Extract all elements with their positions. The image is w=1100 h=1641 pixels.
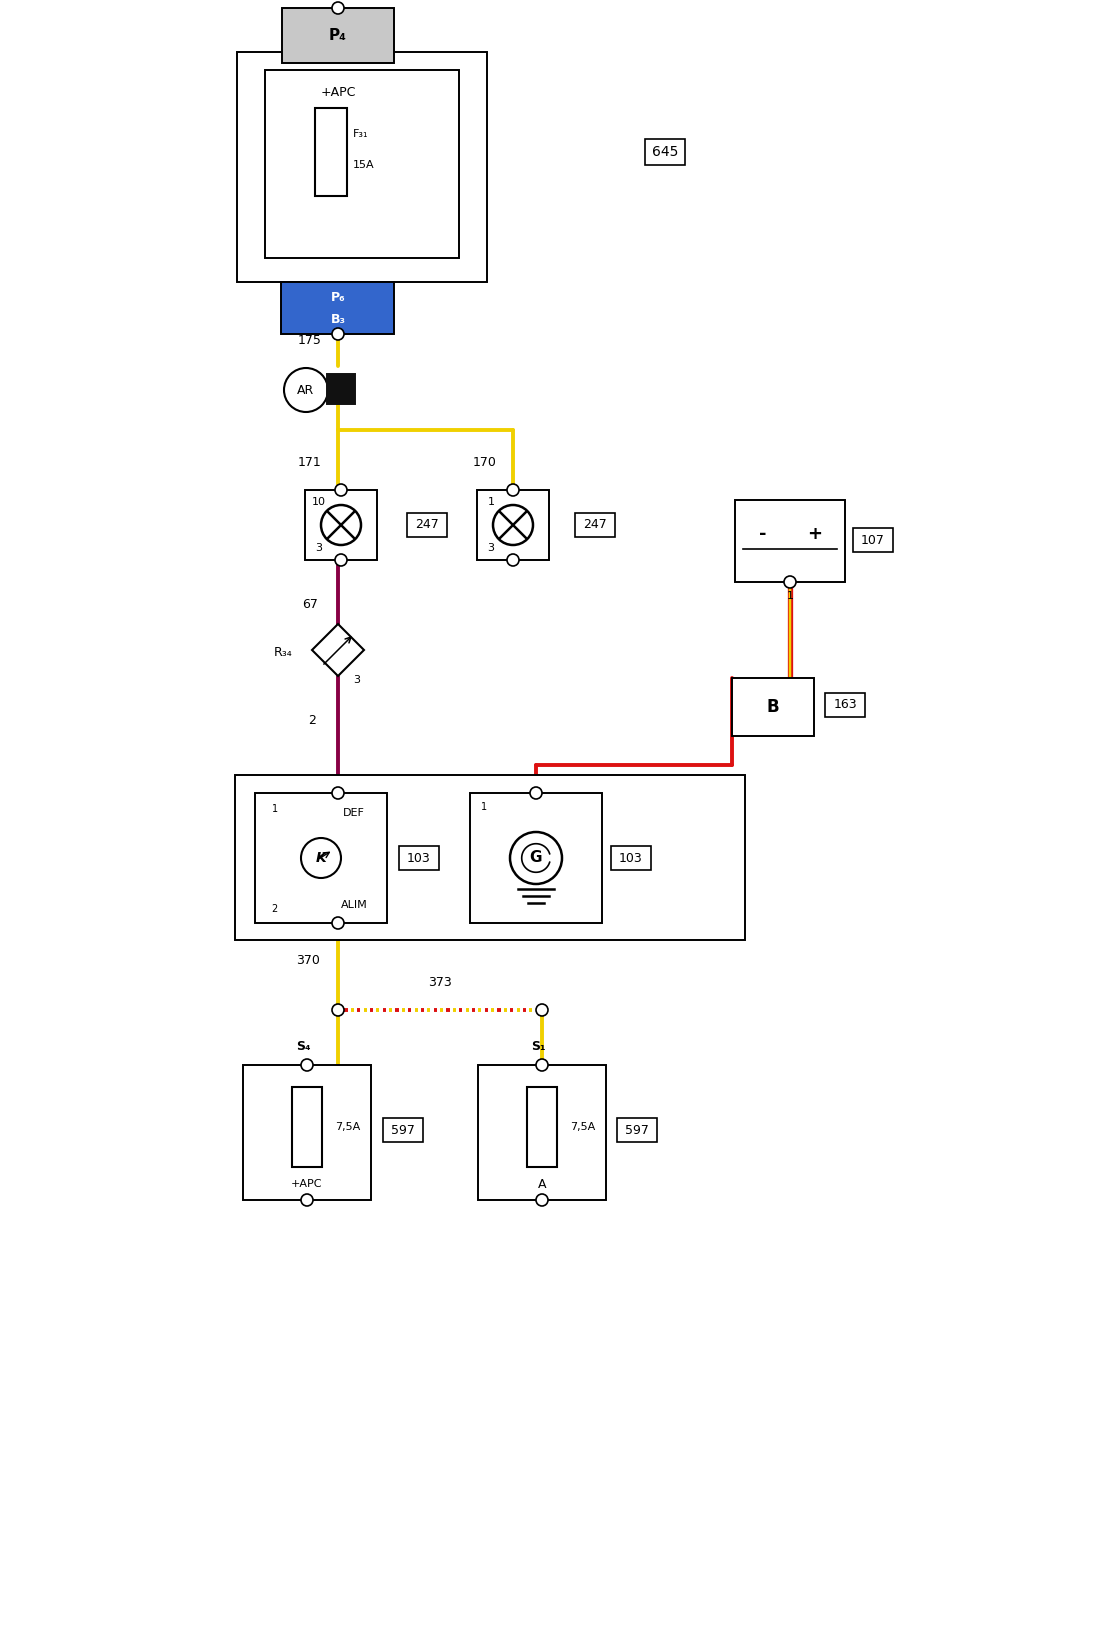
Text: P₆: P₆ (331, 290, 345, 304)
Text: 3: 3 (487, 543, 495, 553)
Bar (399, 845, 439, 870)
Circle shape (332, 2, 344, 15)
Text: B₃: B₃ (330, 313, 345, 327)
Bar (236, 53, 487, 282)
Text: 7,5A: 7,5A (336, 1122, 361, 1132)
Circle shape (332, 788, 344, 799)
Circle shape (493, 505, 534, 545)
Bar (825, 693, 865, 717)
Bar (383, 1118, 422, 1142)
Text: 163: 163 (833, 699, 857, 712)
Circle shape (507, 484, 519, 496)
Circle shape (301, 839, 341, 878)
Bar (282, 8, 394, 62)
Text: G: G (530, 850, 542, 865)
Bar (243, 1065, 371, 1200)
Circle shape (536, 1058, 548, 1072)
Text: DEF: DEF (343, 807, 365, 817)
Text: ALIM: ALIM (341, 899, 367, 911)
Bar (854, 528, 893, 551)
Circle shape (321, 505, 361, 545)
Text: 107: 107 (861, 533, 884, 546)
Text: AR: AR (297, 384, 315, 397)
Text: 103: 103 (619, 852, 642, 865)
Circle shape (336, 555, 346, 566)
Bar (617, 1118, 657, 1142)
Text: K: K (316, 852, 327, 865)
Circle shape (336, 484, 346, 496)
Text: 15A: 15A (353, 161, 375, 171)
Text: 1: 1 (272, 804, 278, 814)
Circle shape (332, 917, 344, 929)
Circle shape (530, 788, 542, 799)
Bar (292, 1086, 322, 1167)
Circle shape (784, 576, 796, 587)
Circle shape (332, 328, 344, 340)
Text: 373: 373 (428, 975, 452, 988)
Text: A: A (538, 1178, 547, 1190)
Text: +: + (806, 525, 822, 543)
Polygon shape (312, 624, 364, 676)
Text: 175: 175 (298, 333, 322, 346)
Text: 2: 2 (308, 714, 316, 727)
Circle shape (536, 1195, 548, 1206)
Text: 370: 370 (296, 953, 320, 967)
Text: R₃₄: R₃₄ (274, 645, 293, 658)
Bar (470, 793, 602, 922)
Text: 103: 103 (407, 852, 431, 865)
Text: 2: 2 (272, 904, 278, 914)
Bar (235, 775, 745, 940)
Text: F₃₁: F₃₁ (353, 130, 369, 139)
Text: +APC: +APC (292, 1178, 322, 1190)
Text: 67: 67 (302, 599, 318, 612)
Circle shape (510, 832, 562, 884)
Text: 597: 597 (625, 1124, 649, 1137)
Text: 3: 3 (316, 543, 322, 553)
Text: 10: 10 (312, 497, 326, 507)
Text: 7,5A: 7,5A (570, 1122, 595, 1132)
Bar (280, 282, 394, 335)
Bar (255, 793, 387, 922)
Text: S₁: S₁ (530, 1040, 546, 1054)
Text: +APC: +APC (320, 85, 355, 98)
Bar (646, 139, 684, 166)
Text: 171: 171 (298, 456, 322, 468)
Text: 1: 1 (481, 802, 487, 812)
Bar (265, 71, 459, 258)
Text: P₄: P₄ (329, 28, 346, 43)
Bar (305, 491, 377, 560)
Bar (732, 678, 814, 737)
Bar (407, 514, 447, 537)
Bar (735, 501, 845, 583)
Text: 1: 1 (487, 497, 495, 507)
Text: -: - (759, 525, 767, 543)
Text: 645: 645 (652, 144, 679, 159)
Text: 3: 3 (353, 674, 360, 684)
Bar (527, 1086, 557, 1167)
Text: B: B (767, 697, 779, 715)
Bar (612, 845, 651, 870)
Circle shape (507, 555, 519, 566)
Text: 1: 1 (786, 591, 793, 601)
Text: 247: 247 (583, 519, 607, 532)
Text: 170: 170 (473, 456, 497, 468)
Text: 597: 597 (392, 1124, 415, 1137)
Circle shape (301, 1058, 314, 1072)
Bar (478, 1065, 606, 1200)
Text: S₄: S₄ (296, 1040, 310, 1054)
Circle shape (301, 1195, 314, 1206)
Bar (315, 108, 346, 195)
Bar (477, 491, 549, 560)
Bar (575, 514, 615, 537)
Circle shape (332, 1004, 344, 1016)
Circle shape (284, 368, 328, 412)
Bar (327, 374, 355, 404)
Text: 247: 247 (415, 519, 439, 532)
Circle shape (536, 1004, 548, 1016)
